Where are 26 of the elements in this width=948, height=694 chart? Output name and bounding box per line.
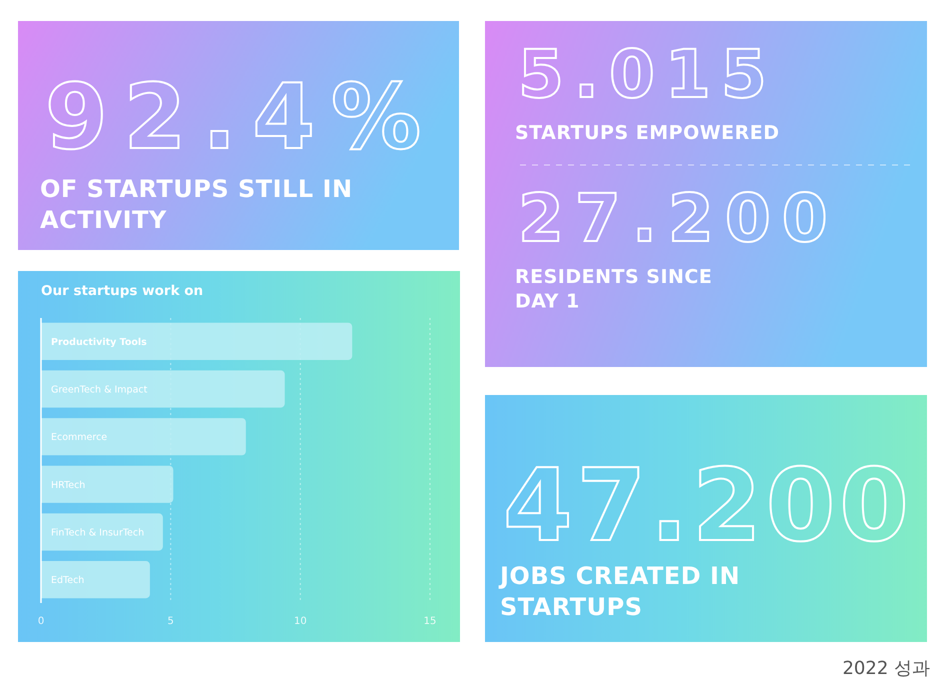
- text: 47.200: [503, 447, 913, 564]
- text: 92.4%: [45, 65, 438, 170]
- x-tick-label: 5: [167, 616, 174, 627]
- bar: [41, 561, 150, 598]
- text: RESIDENTS SINCE DAY 1: [515, 266, 712, 313]
- x-tick-label: 10: [294, 616, 307, 627]
- y-tick-label: GreenTech & Impact: [51, 384, 148, 396]
- text: 2022 성과: [842, 658, 930, 679]
- y-tick-label: HRTech: [51, 480, 86, 491]
- bar: [41, 418, 246, 456]
- text: OF STARTUPS STILL IN ACTIVITY: [40, 175, 353, 234]
- bar: [41, 370, 285, 408]
- text: 27.200: [518, 180, 839, 257]
- y-tick-label: Productivity Tools: [51, 336, 148, 348]
- bar: [41, 466, 174, 503]
- bar: [41, 513, 163, 551]
- y-tick-label: Ecommerce: [51, 432, 108, 444]
- bar: [41, 322, 352, 360]
- x-tick-label: 15: [424, 616, 436, 627]
- text: STARTUPS EMPOWERED: [515, 122, 780, 144]
- text: JOBS CREATED IN STARTUPS: [498, 562, 740, 622]
- y-tick-label: FinTech & InsurTech: [51, 527, 144, 538]
- chart-title: Our startups work on: [41, 283, 204, 299]
- x-tick-label: 0: [38, 616, 44, 627]
- text: 5.015: [518, 36, 777, 113]
- y-tick-label: EdTech: [51, 575, 84, 586]
